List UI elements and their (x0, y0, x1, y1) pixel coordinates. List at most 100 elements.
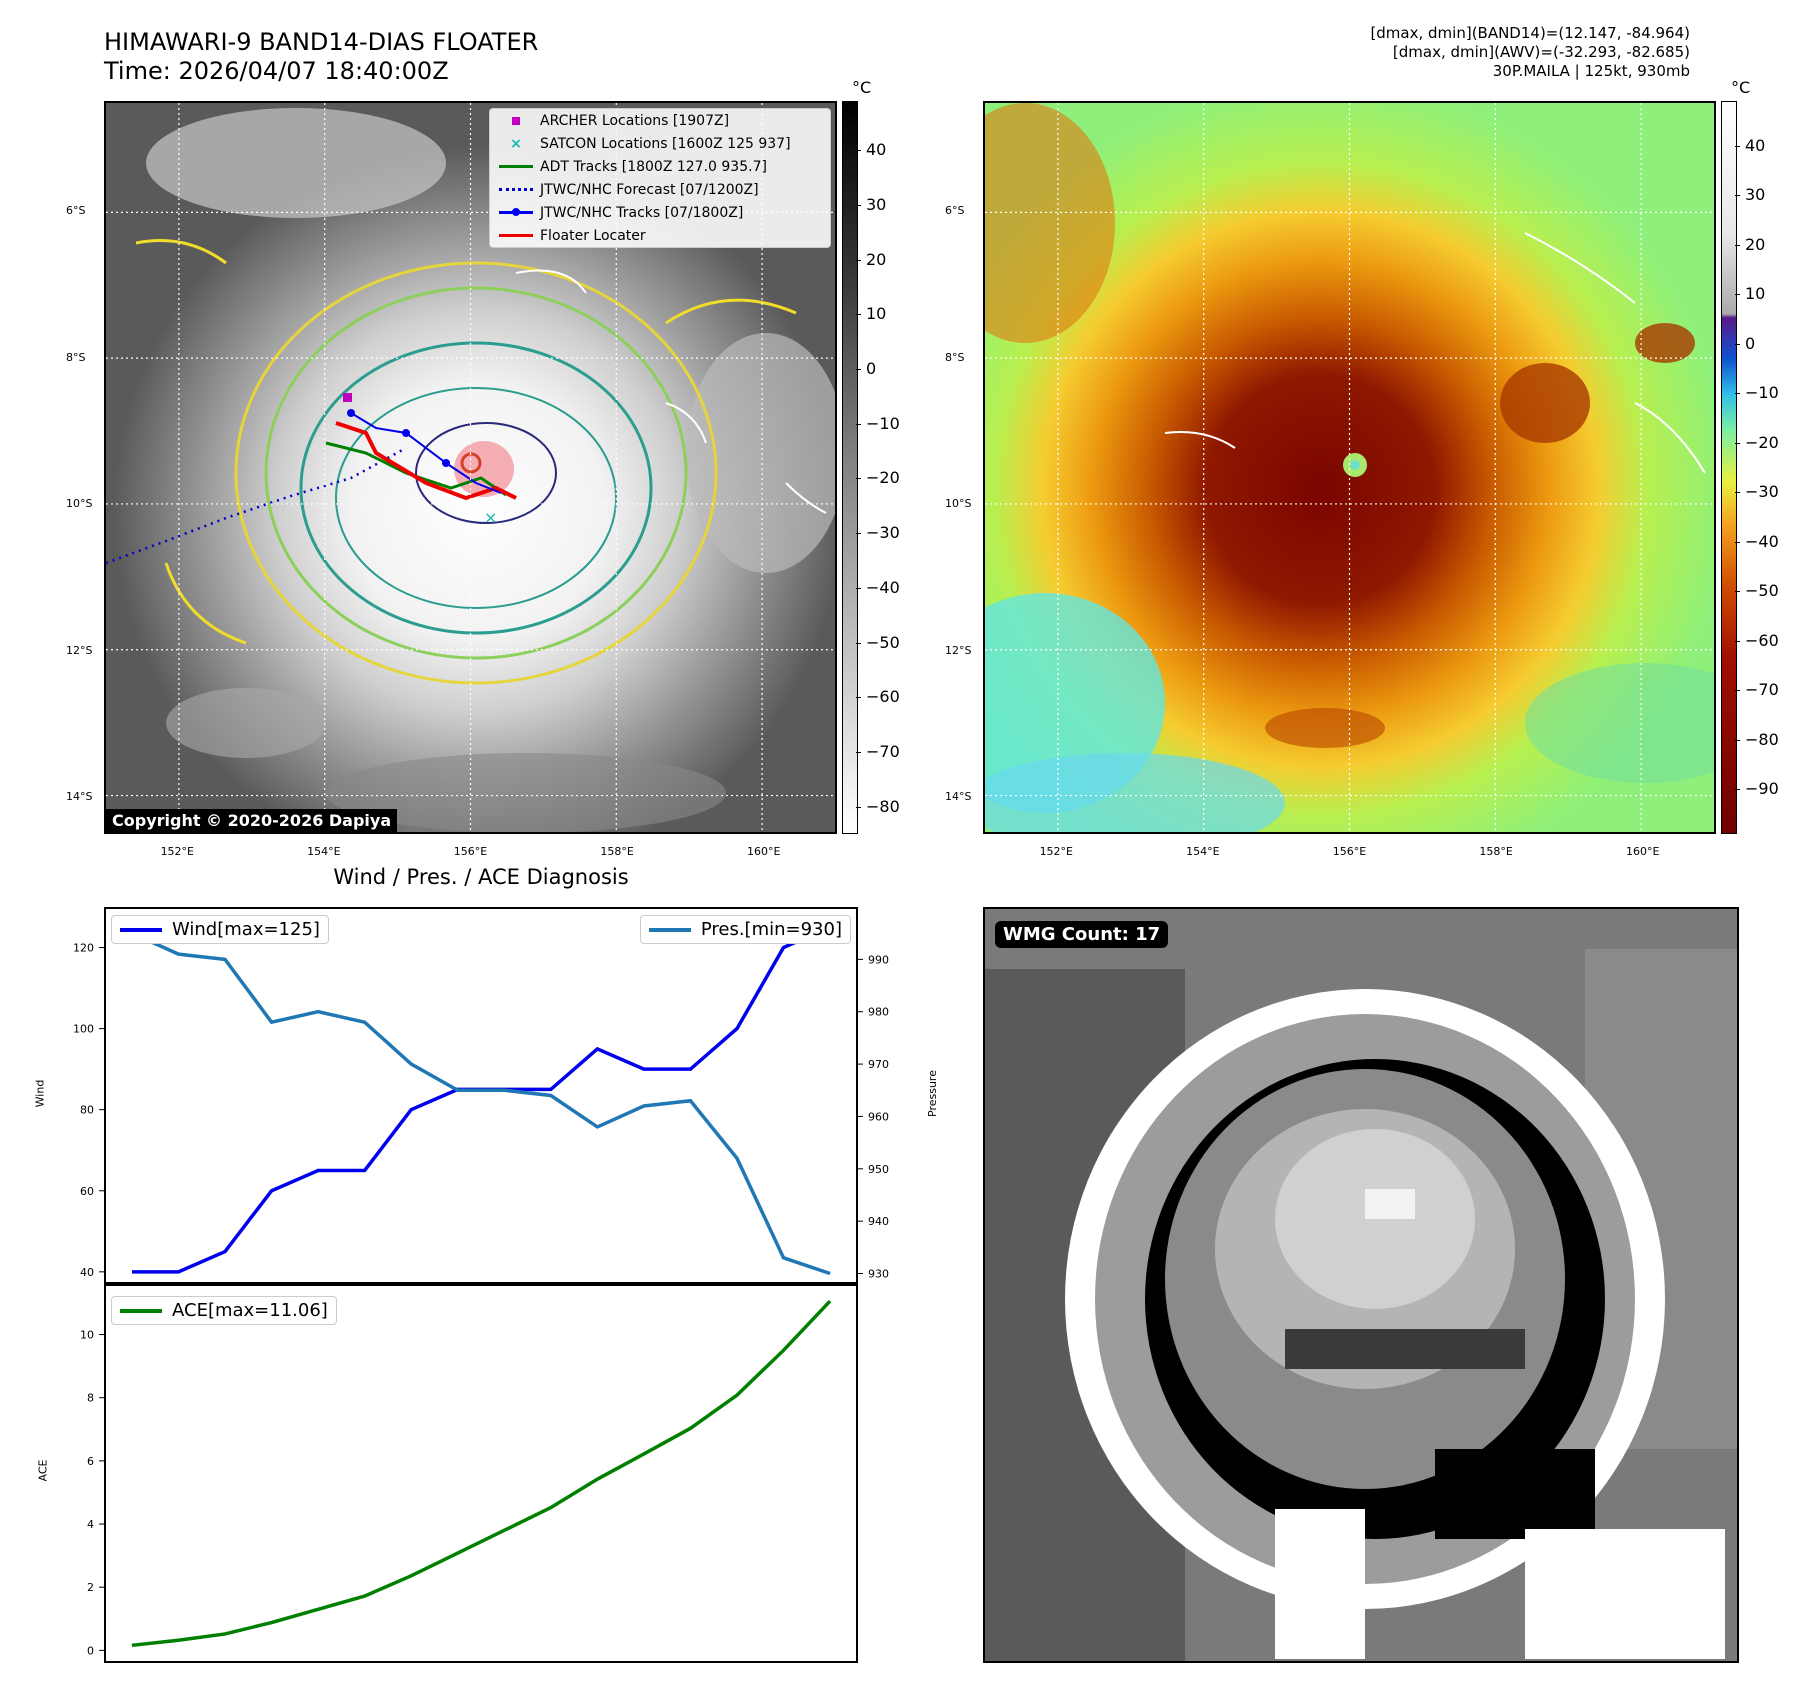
colorbar-tick-mark (1735, 294, 1740, 296)
colorbar-tick-label: 40 (1745, 135, 1766, 155)
ace-legend-line (120, 1308, 162, 1313)
wmg-count-badge: WMG Count: 17 (995, 921, 1169, 948)
lon-tick-label: 156°E (1332, 845, 1367, 858)
lat-tick-label: 8°S (945, 350, 965, 364)
colorbar-tick-label: −40 (1745, 531, 1779, 551)
lat-tick-label: 14°S (66, 790, 93, 804)
y-tick-label: 8 (87, 1392, 94, 1405)
colorbar-tick-label: 40 (866, 140, 887, 160)
colorbar-tick-mark (1735, 442, 1740, 444)
chart-title: HIMAWARI-9 BAND14-DIAS FLOATER (104, 28, 539, 56)
colorbar-tick-mark (856, 423, 861, 425)
legend-item: × SATCON Locations [1600Z 125 937] (490, 132, 830, 155)
wind-pressure-plot: 40 60 80 100 120 930 940 950 960 970 980 990 (73, 907, 889, 1284)
colorbar-tick-label: −30 (866, 523, 900, 543)
colorbar-tick-mark (856, 751, 861, 753)
colorbar-tick-mark (1735, 591, 1740, 593)
colorbar-tick-label: −30 (1745, 482, 1779, 502)
colorbar-tick-mark (1735, 343, 1740, 345)
y2-tick-label: 990 (868, 953, 889, 966)
pressure-legend-line (648, 927, 691, 932)
legend-symbol: × (510, 135, 522, 152)
lon-tick-label: 160°E (1625, 845, 1660, 858)
colorbar-tick-label: 30 (866, 194, 887, 214)
colorbar-tick-label: −20 (866, 468, 900, 488)
y-tick-label: 120 (73, 942, 94, 955)
lon-tick-label: 152°E (1039, 845, 1074, 858)
colorbar-tick-label: 0 (866, 359, 877, 379)
lon-tick-label: 156°E (453, 845, 488, 858)
plot-frame (104, 907, 858, 1284)
wind-legend-label: Wind[max=125] (172, 919, 320, 940)
legend-label: JTWC/NHC Tracks [07/1800Z] (540, 204, 744, 221)
stat-band14: [dmax, dmin](BAND14)=(12.147, -84.964) (1370, 24, 1690, 42)
colorbar-tick-mark (1735, 541, 1740, 543)
lon-tick-label: 160°E (746, 845, 781, 858)
pressure-series-line (131, 931, 831, 1276)
lat-tick-label: 14°S (945, 790, 972, 804)
ace-plot: 0 2 4 6 8 10 (80, 1284, 858, 1663)
colorbar-tick-mark (856, 259, 861, 261)
colorbar-tick-label: −40 (866, 577, 900, 597)
lat-tick-label: 10°S (66, 497, 93, 511)
y2-tick-label: 960 (868, 1110, 889, 1123)
ace-series-line (131, 1299, 832, 1648)
pressure-legend: Pres.[min=930] (639, 915, 851, 944)
ace-chart: 0 2 4 6 8 10 ACE[max=11.06] ACE (36, 1284, 858, 1667)
stat-awv: [dmax, dmin](AWV)=(-32.293, -82.685) (1392, 43, 1690, 61)
colorbar-tick-mark (856, 697, 861, 699)
colorbar-tick-mark (856, 314, 861, 316)
ace-legend-label: ACE[max=11.06] (172, 1300, 328, 1321)
colorbar-tick-label: −60 (866, 687, 900, 707)
legend-item: JTWC/NHC Tracks [07/1800Z] (490, 201, 830, 224)
copyright-label: Copyright © 2020-2026 Dapiya (106, 809, 398, 832)
ace-legend: ACE[max=11.06] (111, 1296, 337, 1325)
y-tick-label: 0 (87, 1644, 94, 1657)
legend-label: JTWC/NHC Forecast [07/1200Z] (540, 181, 759, 198)
lon-tick-label: 152°E (160, 845, 195, 858)
legend-item: Floater Locater (490, 224, 830, 247)
colorbar-tick-mark (1735, 789, 1740, 791)
colorbar-tick-label: −90 (1745, 779, 1779, 799)
pressure-axis-label: Pressure (925, 1070, 939, 1117)
y-tick-label: 6 (87, 1455, 94, 1468)
colorbar-tick-mark (856, 642, 861, 644)
colorbar-tick-mark (1735, 492, 1740, 494)
colorbar-tick-label: 20 (1745, 234, 1766, 254)
legend-item: ARCHER Locations [1907Z] (490, 109, 830, 132)
colorbar-right (1721, 101, 1737, 834)
colorbar-tick-label: −70 (866, 741, 900, 761)
y2-tick-label: 970 (868, 1058, 889, 1071)
lon-tick-label: 158°E (600, 845, 634, 858)
lon-tick-label: 154°E (1186, 845, 1220, 858)
colorbar-tick-mark (856, 150, 861, 152)
lat-tick-label: 12°S (945, 643, 972, 657)
y-tick-label: 4 (87, 1518, 94, 1531)
y-tick-label: 40 (80, 1266, 94, 1279)
legend-label: ARCHER Locations [1907Z] (540, 112, 730, 129)
legend-item: ADT Tracks [1800Z 127.0 935.7] (490, 155, 830, 178)
legend-label: SATCON Locations [1600Z 125 937] (540, 135, 791, 152)
colorbar-tick-mark (1735, 393, 1740, 395)
colorbar-tick-mark (1735, 640, 1740, 642)
colorbar-tick-mark (856, 587, 861, 589)
legend-symbol (498, 116, 534, 125)
legend-symbol (498, 165, 534, 168)
colorbar-tick-label: −10 (866, 413, 900, 433)
colorbar-tick-label: −80 (1745, 729, 1779, 749)
lon-tick-label: 154°E (307, 845, 341, 858)
awv-map-panel (983, 101, 1716, 834)
y2-tick-label: 940 (868, 1215, 889, 1228)
y2-tick-label: 980 (868, 1006, 889, 1019)
colorbar-tick-mark (1735, 195, 1740, 197)
ir-map-panel: × Copyright © 2020-2026 Dapiya ARCHER Lo… (104, 101, 837, 834)
colorbar-tick-mark (856, 204, 861, 206)
colorbar-tick-label: −60 (1745, 630, 1779, 650)
chart-time: Time: 2026/04/07 18:40:00Z (104, 57, 449, 85)
colorbar-tick-label: 10 (1745, 284, 1766, 304)
colorbar-right-unit: °C (1731, 78, 1751, 97)
stat-storm: 30P.MAILA | 125kt, 930mb (1492, 62, 1690, 80)
map-legend: ARCHER Locations [1907Z] × SATCON Location… (489, 108, 831, 248)
y-tick-label: 10 (80, 1329, 94, 1342)
colorbar-left-unit: °C (852, 78, 872, 97)
